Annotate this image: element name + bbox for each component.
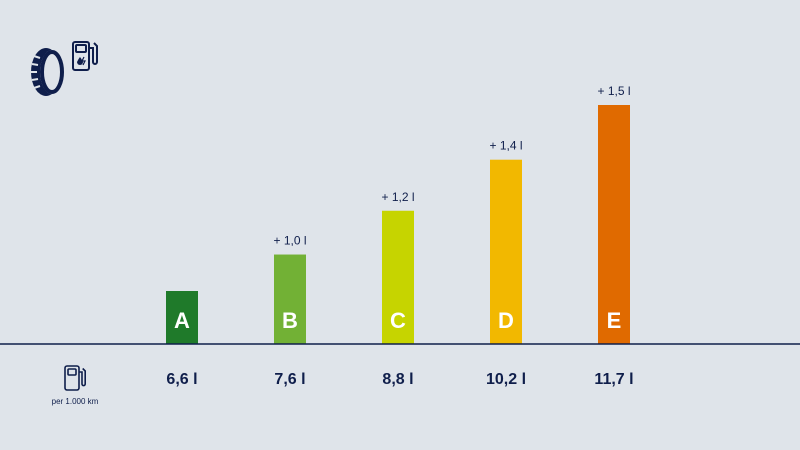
bar-a [166, 291, 198, 344]
increment-label-b: + 1,0 l [273, 234, 306, 248]
tire-and-fuel-icons [31, 41, 98, 96]
value-label-e: 11,7 l [594, 371, 633, 388]
value-label-d: 10,2 l [486, 371, 526, 388]
category-label-d: D [498, 308, 514, 333]
bars-group [166, 105, 630, 344]
category-label-a: A [174, 308, 190, 333]
category-label-c: C [390, 308, 406, 333]
category-label-b: B [282, 308, 298, 333]
increment-label-d: + 1,4 l [489, 139, 522, 153]
increment-label-e: + 1,5 l [597, 84, 630, 98]
category-label-e: E [607, 308, 622, 333]
labels-group: A 6,6 l B + 1,0 l 7,6 l C + 1,2 l 8,8 l D + 1,4 l… [166, 84, 633, 388]
increment-label-c: + 1,2 l [381, 190, 414, 204]
bar-d [490, 159, 522, 344]
bar-e [598, 105, 630, 344]
unit-note: per 1.000 km [51, 397, 99, 406]
value-label-a: 6,6 l [166, 371, 197, 388]
tire-icon [31, 48, 64, 96]
bar-c [382, 210, 414, 344]
fuel-charge-icon [72, 41, 98, 71]
fuel-pump-icon [64, 365, 86, 391]
bar-b [274, 254, 306, 344]
value-label-b: 7,6 l [274, 371, 305, 388]
value-label-c: 8,8 l [382, 371, 413, 388]
